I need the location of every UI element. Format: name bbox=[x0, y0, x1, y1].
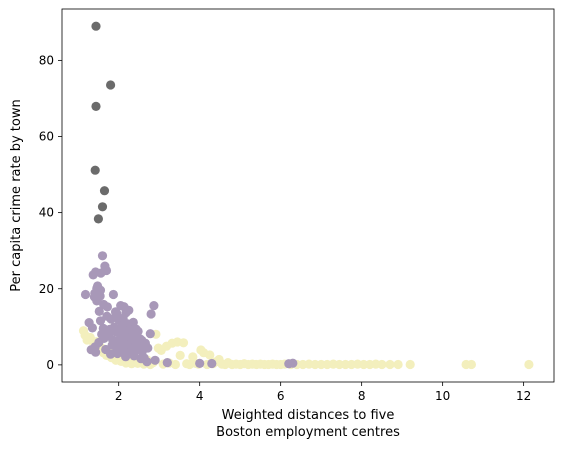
data-point bbox=[150, 355, 160, 365]
x-axis: 2 4 6 8 10 12 bbox=[115, 382, 531, 403]
y-axis: 0 20 40 60 80 bbox=[39, 53, 62, 372]
x-axis-label-line-2: Boston employment centres bbox=[216, 425, 400, 440]
data-point bbox=[91, 347, 101, 357]
data-point bbox=[393, 359, 403, 370]
y-tick-label: 60 bbox=[39, 130, 54, 144]
data-point bbox=[112, 348, 123, 359]
x-tick-label: 2 bbox=[115, 389, 123, 403]
data-point bbox=[170, 359, 180, 370]
data-point bbox=[145, 329, 155, 339]
y-tick-label: 80 bbox=[39, 53, 54, 67]
data-point bbox=[149, 301, 159, 311]
data-point bbox=[93, 214, 103, 224]
data-point bbox=[205, 350, 215, 360]
data-point bbox=[92, 296, 102, 306]
data-point bbox=[90, 165, 100, 175]
data-point bbox=[178, 338, 189, 348]
data-point bbox=[91, 101, 101, 111]
data-point bbox=[88, 270, 98, 280]
data-point bbox=[95, 316, 106, 326]
data-point bbox=[80, 289, 91, 300]
data-point bbox=[99, 186, 110, 196]
y-tick-label: 40 bbox=[39, 206, 54, 220]
data-point bbox=[195, 358, 205, 368]
data-point bbox=[87, 323, 97, 333]
data-point bbox=[91, 21, 101, 31]
data-point bbox=[97, 251, 108, 261]
y-tick-label: 20 bbox=[39, 282, 54, 296]
x-axis-label-line-1: Weighted distances to five bbox=[222, 408, 395, 423]
y-axis-label: Per capita crime rate by town bbox=[9, 99, 24, 291]
x-tick-label: 10 bbox=[435, 389, 450, 403]
data-point bbox=[106, 80, 116, 90]
data-point bbox=[121, 352, 131, 362]
data-point bbox=[106, 349, 116, 359]
x-tick-label: 4 bbox=[196, 389, 204, 403]
data-point bbox=[97, 202, 108, 212]
data-point bbox=[162, 358, 172, 368]
data-point bbox=[94, 306, 104, 316]
data-point bbox=[142, 357, 152, 367]
data-point bbox=[288, 358, 298, 368]
data-point bbox=[175, 350, 185, 360]
y-tick-label: 0 bbox=[46, 358, 54, 372]
plot-frame bbox=[61, 8, 555, 383]
x-tick-label: 8 bbox=[358, 389, 366, 403]
data-point bbox=[96, 268, 106, 278]
data-point bbox=[108, 289, 118, 300]
x-tick-label: 12 bbox=[516, 389, 531, 403]
data-point bbox=[207, 358, 217, 369]
data-point bbox=[146, 309, 156, 319]
data-point bbox=[524, 359, 534, 370]
data-point bbox=[102, 302, 112, 312]
data-point bbox=[466, 359, 476, 370]
data-points bbox=[78, 21, 534, 370]
data-point bbox=[405, 359, 415, 370]
data-point bbox=[106, 314, 116, 324]
data-point bbox=[385, 359, 395, 370]
data-point bbox=[377, 359, 387, 370]
data-point bbox=[129, 351, 139, 361]
x-tick-label: 6 bbox=[277, 389, 285, 403]
